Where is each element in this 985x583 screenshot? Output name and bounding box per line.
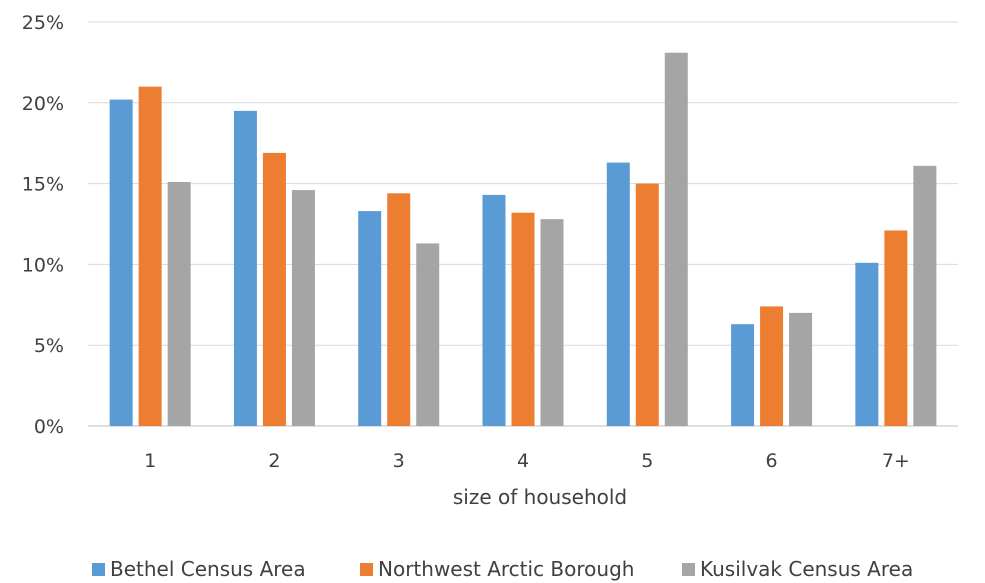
- bar-northwest-arctic-borough-5: [635, 183, 659, 426]
- y-tick-label: 0%: [34, 416, 64, 438]
- bar-northwest-arctic-borough-4: [511, 212, 535, 426]
- legend-label: Bethel Census Area: [110, 557, 306, 581]
- bar-kusilvak-census-area-5: [664, 52, 688, 426]
- x-tick-label: 1: [144, 450, 156, 472]
- bar-bethel-census-area-2: [233, 110, 257, 426]
- bar-kusilvak-census-area-3: [416, 243, 440, 426]
- bar-bethel-census-area-5: [606, 162, 630, 427]
- y-tick-label: 25%: [22, 12, 64, 34]
- legend-label: Northwest Arctic Borough: [378, 557, 634, 581]
- bar-bethel-census-area-7plus: [855, 262, 879, 426]
- bar-kusilvak-census-area-6: [789, 312, 813, 426]
- bar-kusilvak-census-area-2: [291, 190, 315, 426]
- legend-label: Kusilvak Census Area: [700, 557, 913, 581]
- bar-kusilvak-census-area-1: [167, 181, 191, 426]
- legend-item-bethel-census-area: Bethel Census Area: [92, 557, 306, 581]
- bar-northwest-arctic-borough-7plus: [884, 230, 908, 426]
- legend-swatch: [360, 563, 373, 576]
- bar-bethel-census-area-3: [358, 211, 382, 426]
- bar-northwest-arctic-borough-6: [760, 306, 784, 426]
- y-axis-ticks: 0% 5% 10% 15% 20% 25%: [22, 12, 64, 438]
- legend: Bethel Census Area Northwest Arctic Borou…: [92, 557, 913, 581]
- y-tick-label: 15%: [22, 174, 64, 196]
- bar-northwest-arctic-borough-2: [262, 152, 286, 426]
- bar-bethel-census-area-1: [109, 99, 133, 427]
- x-axis-title: size of household: [453, 485, 627, 509]
- bar-kusilvak-census-area-4: [540, 219, 564, 426]
- y-tick-label: 10%: [22, 254, 64, 276]
- bar-northwest-arctic-borough-1: [138, 86, 162, 426]
- x-tick-label: 2: [268, 450, 280, 472]
- x-axis-ticks: 1 2 3 4 5 6 7+: [144, 450, 910, 472]
- bar-northwest-arctic-borough-3: [387, 193, 411, 426]
- x-tick-label: 4: [517, 450, 529, 472]
- bar-bethel-census-area-6: [731, 324, 755, 426]
- x-tick-label: 5: [641, 450, 653, 472]
- legend-swatch: [682, 563, 695, 576]
- bar-bethel-census-area-4: [482, 194, 506, 426]
- x-tick-label: 7+: [882, 450, 910, 472]
- legend-item-northwest-arctic-borough: Northwest Arctic Borough: [360, 557, 634, 581]
- bar-kusilvak-census-area-7plus: [913, 165, 937, 426]
- y-tick-label: 5%: [34, 335, 64, 357]
- bars: [109, 52, 937, 427]
- legend-item-kusilvak-census-area: Kusilvak Census Area: [682, 557, 913, 581]
- y-tick-label: 20%: [22, 93, 64, 115]
- legend-swatch: [92, 563, 105, 576]
- x-tick-label: 3: [393, 450, 405, 472]
- x-tick-label: 6: [766, 450, 778, 472]
